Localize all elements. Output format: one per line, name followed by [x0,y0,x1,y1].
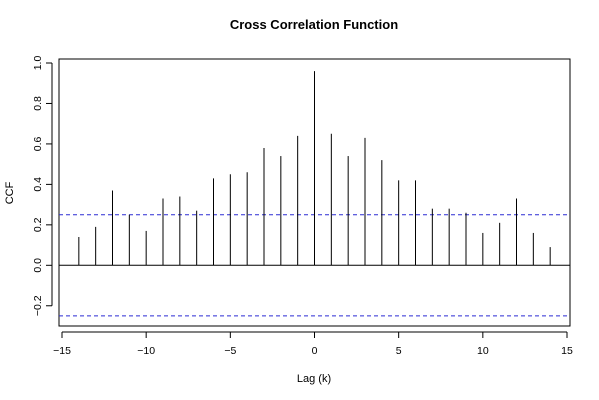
y-tick-label: 1.0 [32,56,44,71]
y-tick-label: 0.4 [32,177,44,192]
y-tick-label: 0.6 [32,136,44,151]
x-tick-label: −10 [137,345,155,357]
y-tick-label: 0.2 [32,217,44,232]
y-tick-label: 0.8 [32,96,44,111]
x-tick-label: 15 [561,345,573,357]
x-tick-label: −5 [224,345,236,357]
y-axis-label: CCF [4,181,16,204]
x-tick-label: 0 [312,345,318,357]
y-axis: −0.2 0.0 0.2 0.4 0.6 0.8 1.0 [32,56,53,316]
chart-title: Cross Correlation Function [230,17,398,32]
y-tick-label: 0.0 [32,258,44,273]
ccf-spikes [78,71,551,266]
plot-box [58,58,571,327]
x-tick-label: −15 [53,345,71,357]
x-axis-label: Lag (k) [297,373,331,385]
x-axis: −15 −10 −5 0 5 10 15 [53,331,573,357]
y-tick-label: −0.2 [32,295,44,316]
x-tick-label: 5 [396,345,402,357]
x-tick-label: 10 [477,345,489,357]
